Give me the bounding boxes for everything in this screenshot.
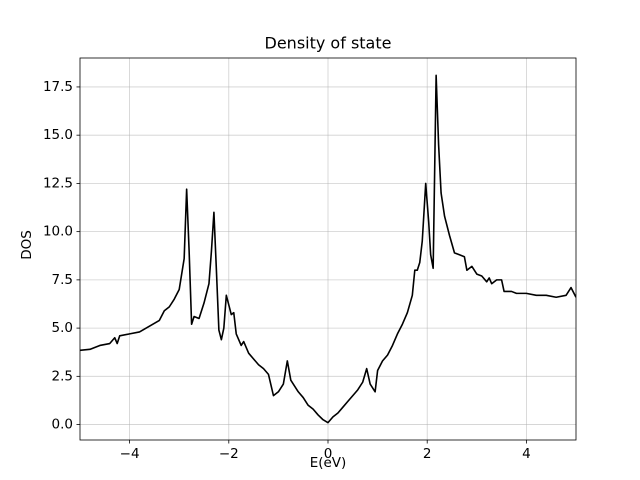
plot-frame xyxy=(79,57,577,441)
y-tick-label: 17.5 xyxy=(43,79,73,95)
y-tick-label: 0.0 xyxy=(52,417,73,433)
x-tick-label: −2 xyxy=(219,446,239,462)
x-axis-label: E(eV) xyxy=(310,455,347,471)
x-tick-label: −4 xyxy=(120,446,140,462)
x-tick-label: 2 xyxy=(423,446,432,462)
y-tick-label: 15.0 xyxy=(43,127,73,143)
x-tick-label: 4 xyxy=(522,446,531,462)
y-axis-label: DOS xyxy=(19,230,35,260)
data-line xyxy=(80,74,576,424)
y-tick-label: 12.5 xyxy=(43,175,73,191)
y-tick-label: 7.5 xyxy=(52,272,73,288)
y-tick-label: 5.0 xyxy=(52,320,73,336)
y-tick-label: 10.0 xyxy=(43,224,73,240)
chart-title: Density of state xyxy=(265,34,392,53)
y-tick-label: 2.5 xyxy=(52,368,73,384)
x-tick-label: 0 xyxy=(324,446,333,462)
